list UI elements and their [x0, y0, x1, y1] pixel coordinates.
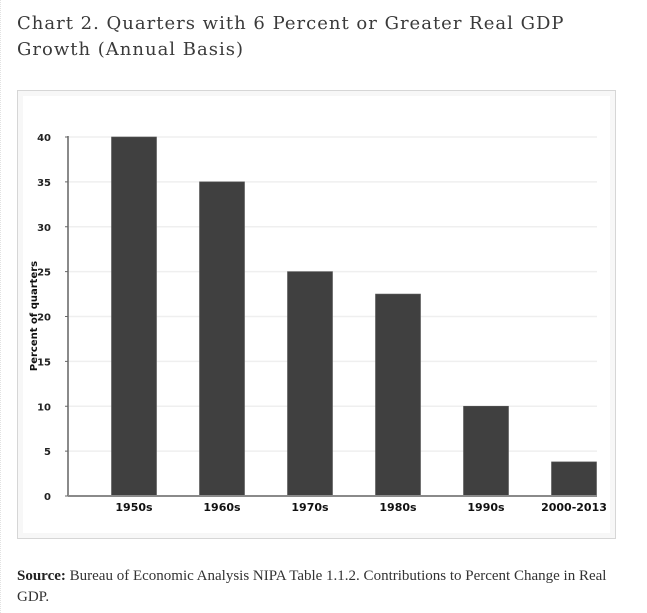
bar-1970s	[287, 271, 333, 497]
y-ticks: 0 5 10 15 20 25 30 35 40	[37, 133, 68, 503]
source-note: Source: Bureau of Economic Analysis NIPA…	[17, 566, 642, 608]
y-tick-label: 5	[44, 447, 51, 458]
y-tick-label: 15	[37, 357, 51, 368]
bar-1980s	[375, 293, 421, 497]
bar-1960s	[199, 181, 245, 497]
x-tick-label: 1980s	[379, 501, 417, 514]
x-tick-label: 1990s	[467, 501, 505, 514]
source-text: Bureau of Economic Analysis NIPA Table 1…	[17, 568, 607, 605]
source-label: Source:	[17, 568, 66, 584]
y-tick-label: 30	[37, 223, 51, 234]
bar-1950s	[111, 136, 157, 497]
bar-1990s	[463, 405, 509, 497]
y-tick-label: 35	[37, 178, 51, 189]
x-tick-label: 1970s	[291, 501, 329, 514]
y-tick-label: 10	[37, 402, 51, 413]
x-tick-label: 1950s	[115, 501, 153, 514]
y-tick-label: 40	[37, 133, 51, 144]
bar-2000-2013	[551, 461, 597, 497]
x-tick-label: 2000-2013	[541, 501, 607, 514]
chart-title: Chart 2. Quarters with 6 Percent or Grea…	[17, 13, 565, 60]
y-tick-label: 20	[37, 313, 51, 324]
y-tick-label: 0	[44, 492, 51, 503]
y-axis-title: Percent of quarters	[29, 261, 40, 371]
x-tick-labels: 1950s 1960s 1970s 1980s 1990s 2000-2013	[115, 501, 606, 514]
x-tick-label: 1960s	[203, 501, 241, 514]
y-tick-label: 25	[37, 268, 51, 279]
